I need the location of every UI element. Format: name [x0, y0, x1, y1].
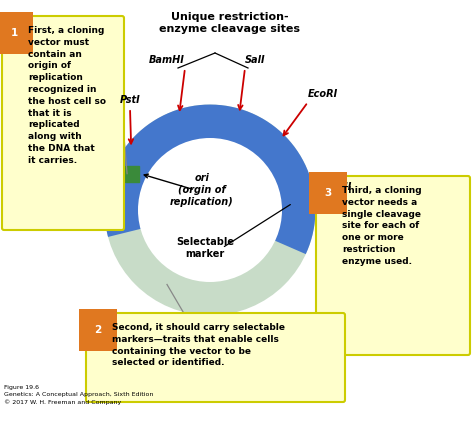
Text: PstI: PstI [119, 95, 140, 105]
Text: HindIII: HindIII [316, 182, 352, 192]
Text: Third, a cloning
vector needs a
single cleavage
site for each of
one or more
res: Third, a cloning vector needs a single c… [342, 186, 422, 266]
Text: Second, it should carry selectable
markers—traits that enable cells
containing t: Second, it should carry selectable marke… [112, 323, 285, 368]
Text: SalI: SalI [245, 55, 265, 65]
FancyBboxPatch shape [316, 176, 470, 355]
FancyBboxPatch shape [2, 16, 124, 230]
FancyBboxPatch shape [125, 166, 139, 181]
Circle shape [138, 138, 282, 282]
Text: EcoRI: EcoRI [308, 89, 338, 99]
Text: Unique restriction-
enzyme cleavage sites: Unique restriction- enzyme cleavage site… [159, 12, 301, 35]
Text: BamHI: BamHI [149, 55, 185, 65]
Text: 2: 2 [94, 325, 101, 335]
Text: ori
(orgin of
replication): ori (orgin of replication) [170, 173, 234, 207]
Text: 3: 3 [324, 188, 332, 198]
FancyBboxPatch shape [86, 313, 345, 402]
Text: 1: 1 [10, 28, 18, 38]
Text: First, a cloning
vector must
contain an
origin of
replication
recognized in
the : First, a cloning vector must contain an … [28, 26, 106, 165]
Text: Selectable
marker: Selectable marker [176, 237, 234, 259]
Text: Figure 19.6
Genetics: A Conceptual Approach, Sixth Edition
© 2017 W. H. Freeman : Figure 19.6 Genetics: A Conceptual Appro… [4, 385, 154, 405]
